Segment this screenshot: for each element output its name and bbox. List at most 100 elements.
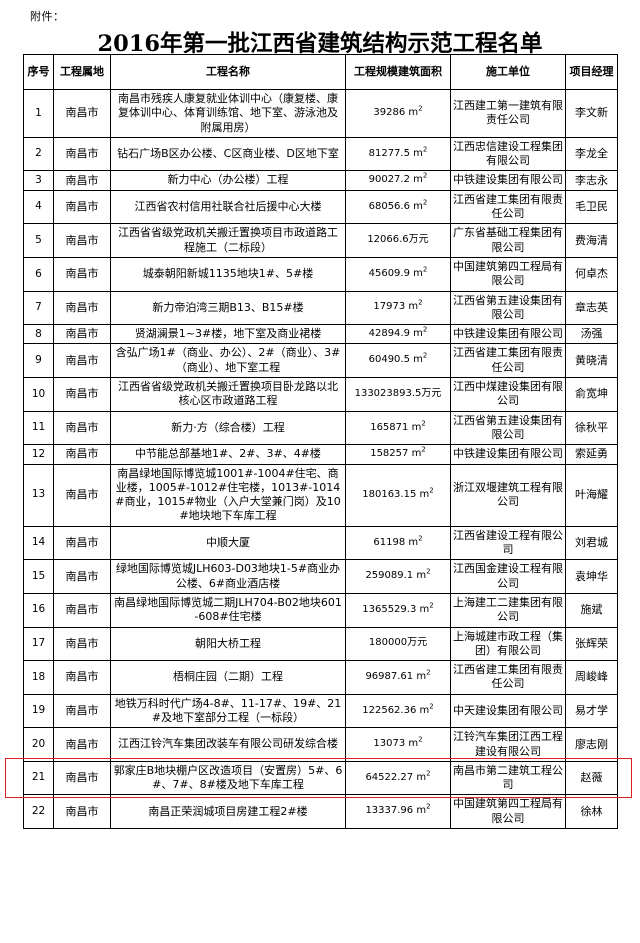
cell-location: 南昌市 — [53, 525, 111, 561]
cell-location: 南昌市 — [53, 410, 111, 446]
cell-area: 13337.96 m2 — [345, 794, 451, 830]
cell-project-manager: 章志英 — [565, 290, 618, 326]
cell-project-name: 南昌市残疾人康复就业体训中心（康复楼、康复体训中心、体育训练馆、地下室、游泳池及… — [110, 89, 346, 138]
cell-area: 96987.61 m2 — [345, 660, 451, 695]
table-row: 6 南昌市 城泰朝阳新城1135地块1#、5#楼 45609.9 m2 中国建筑第四工程… — [23, 256, 618, 292]
cell-project-manager: 黄晓清 — [565, 343, 618, 379]
table-row: 7 南昌市 新力帝泊湾三期B13、B15#楼 17973 m2 江西省第五建设集团有限公… — [23, 290, 618, 326]
table-body: 1 南昌市 南昌市残疾人康复就业体训中心（康复楼、康复体训中心、体育训练馆、地下室、… — [23, 89, 618, 830]
cell-project-name: 新力·方（综合楼）工程 — [110, 410, 346, 446]
cell-project-manager: 周峻峰 — [565, 660, 618, 695]
cell-location: 南昌市 — [53, 377, 111, 412]
cell-project-name: 城泰朝阳新城1135地块1#、5#楼 — [110, 256, 346, 292]
cell-area: 13073 m2 — [345, 727, 451, 762]
cell-construction-unit: 江西中煤建设集团有限公司 — [450, 377, 566, 412]
cell-construction-unit: 中国建筑第四工程局有限公司 — [450, 256, 566, 292]
cell-location: 南昌市 — [53, 559, 111, 594]
column-header-unit: 施工单位 — [450, 54, 566, 90]
cell-location: 南昌市 — [53, 463, 111, 527]
cell-sequence-number: 16 — [23, 592, 54, 628]
table-header-row: 序号 工程属地 工程名称 工程规模建筑面积 施工单位 项目经理 — [23, 54, 618, 90]
cell-project-manager: 张辉荣 — [565, 626, 618, 662]
cell-project-manager: 易才学 — [565, 693, 618, 729]
cell-project-name: 新力中心（办公楼）工程 — [110, 170, 346, 191]
cell-sequence-number: 9 — [23, 343, 54, 379]
cell-location: 南昌市 — [53, 223, 111, 258]
cell-project-name: 郭家庄B地块棚户区改造项目（安置房）5#、6#、7#、8#楼及地下车库工程 — [110, 760, 346, 796]
cell-project-manager: 李文新 — [565, 89, 618, 138]
table-row: 2 南昌市 钻石广场B区办公楼、C区商业楼、D区地下室 81277.5 m2 江西忠信建… — [23, 136, 618, 172]
cell-location: 南昌市 — [53, 592, 111, 628]
cell-sequence-number: 19 — [23, 693, 54, 729]
project-list-table: 序号 工程属地 工程名称 工程规模建筑面积 施工单位 项目经理 1 南昌市 南昌市残… — [23, 54, 618, 830]
cell-location: 南昌市 — [53, 693, 111, 729]
cell-location: 南昌市 — [53, 89, 111, 138]
cell-project-manager: 俞宽坤 — [565, 377, 618, 412]
cell-construction-unit: 江西忠信建设工程集团有限公司 — [450, 136, 566, 172]
cell-sequence-number: 6 — [23, 256, 54, 292]
cell-area: 61198 m2 — [345, 525, 451, 561]
cell-project-name: 绿地国际博览城JLH603-D03地块1-5#商业办公楼、6#商业酒店楼 — [110, 559, 346, 594]
cell-project-name: 朝阳大桥工程 — [110, 626, 346, 662]
cell-location: 南昌市 — [53, 660, 111, 695]
cell-construction-unit: 中铁建设集团有限公司 — [450, 444, 566, 465]
cell-construction-unit: 江西省第五建设集团有限公司 — [450, 290, 566, 326]
table-row: 4 南昌市 江西省农村信用社联合社后援中心大楼 68056.6 m2 江西省建工集团有限… — [23, 189, 618, 225]
cell-location: 南昌市 — [53, 136, 111, 172]
cell-construction-unit: 上海建工二建集团有限公司 — [450, 592, 566, 628]
cell-construction-unit: 中天建设集团有限公司 — [450, 693, 566, 729]
cell-project-manager: 徐林 — [565, 794, 618, 830]
cell-project-name: 南昌绿地国际博览城1001#-1004#住宅、商业楼，1005#-1012#住宅… — [110, 463, 346, 527]
cell-construction-unit: 江西省建设工程有限公司 — [450, 525, 566, 561]
column-header-manager: 项目经理 — [565, 54, 618, 90]
cell-project-manager: 李龙全 — [565, 136, 618, 172]
cell-sequence-number: 1 — [23, 89, 54, 138]
cell-construction-unit: 江西建工第一建筑有限责任公司 — [450, 89, 566, 138]
table-row: 20 南昌市 江西江铃汽车集团改装车有限公司研发综合楼 13073 m2 江铃汽车集团江… — [23, 727, 618, 762]
cell-project-name: 中顺大厦 — [110, 525, 346, 561]
cell-construction-unit: 江西省建工集团有限责任公司 — [450, 189, 566, 225]
cell-area: 133023893.5万元 — [345, 377, 451, 412]
table-row: 16 南昌市 南昌绿地国际博览城二期JLH704-B02地块601-608#住宅楼 1… — [23, 592, 618, 628]
cell-project-name: 钻石广场B区办公楼、C区商业楼、D区地下室 — [110, 136, 346, 172]
cell-area: 45609.9 m2 — [345, 256, 451, 292]
cell-sequence-number: 14 — [23, 525, 54, 561]
cell-project-name: 江西省省级党政机关搬迁置换项目市政道路工程施工（二标段） — [110, 223, 346, 258]
cell-area: 180000万元 — [345, 626, 451, 662]
cell-location: 南昌市 — [53, 290, 111, 326]
table-row: 17 南昌市 朝阳大桥工程 180000万元 上海城建市政工程（集团）有限公司 张辉荣 — [23, 626, 618, 662]
cell-area: 180163.15 m2 — [345, 463, 451, 527]
cell-project-manager: 汤强 — [565, 324, 618, 345]
cell-project-manager: 赵薇 — [565, 760, 618, 796]
cell-location: 南昌市 — [53, 794, 111, 830]
cell-location: 南昌市 — [53, 170, 111, 191]
cell-location: 南昌市 — [53, 727, 111, 762]
cell-area: 42894.9 m2 — [345, 324, 451, 345]
table-row: 3 南昌市 新力中心（办公楼）工程 90027.2 m2 中铁建设集团有限公司 李志永 — [23, 170, 618, 191]
cell-construction-unit: 中国建筑第四工程局有限公司 — [450, 794, 566, 830]
table-row: 15 南昌市 绿地国际博览城JLH603-D03地块1-5#商业办公楼、6#商业酒店… — [23, 559, 618, 594]
cell-location: 南昌市 — [53, 324, 111, 345]
cell-area: 122562.36 m2 — [345, 693, 451, 729]
cell-project-name: 江西江铃汽车集团改装车有限公司研发综合楼 — [110, 727, 346, 762]
table-row: 19 南昌市 地铁万科时代广场4-8#、11-17#、19#、21#及地下室部分工程… — [23, 693, 618, 729]
cell-area: 60490.5 m2 — [345, 343, 451, 379]
cell-construction-unit: 上海城建市政工程（集团）有限公司 — [450, 626, 566, 662]
cell-location: 南昌市 — [53, 444, 111, 465]
column-header-name: 工程名称 — [110, 54, 346, 90]
cell-sequence-number: 11 — [23, 410, 54, 446]
cell-area: 259089.1 m2 — [345, 559, 451, 594]
table-row: 13 南昌市 南昌绿地国际博览城1001#-1004#住宅、商业楼，1005#-10… — [23, 463, 618, 527]
cell-construction-unit: 江西国金建设工程有限公司 — [450, 559, 566, 594]
cell-area: 17973 m2 — [345, 290, 451, 326]
cell-project-manager: 费海清 — [565, 223, 618, 258]
table-row: 1 南昌市 南昌市残疾人康复就业体训中心（康复楼、康复体训中心、体育训练馆、地下室、… — [23, 89, 618, 138]
cell-construction-unit: 南昌市第二建筑工程公司 — [450, 760, 566, 796]
cell-construction-unit: 江铃汽车集团江西工程建设有限公司 — [450, 727, 566, 762]
cell-area: 90027.2 m2 — [345, 170, 451, 191]
cell-project-manager: 廖志刚 — [565, 727, 618, 762]
cell-area: 39286 m2 — [345, 89, 451, 138]
cell-location: 南昌市 — [53, 189, 111, 225]
table-row: 22 南昌市 南昌正荣润城项目房建工程2#楼 13337.96 m2 中国建筑第四工程局… — [23, 794, 618, 830]
